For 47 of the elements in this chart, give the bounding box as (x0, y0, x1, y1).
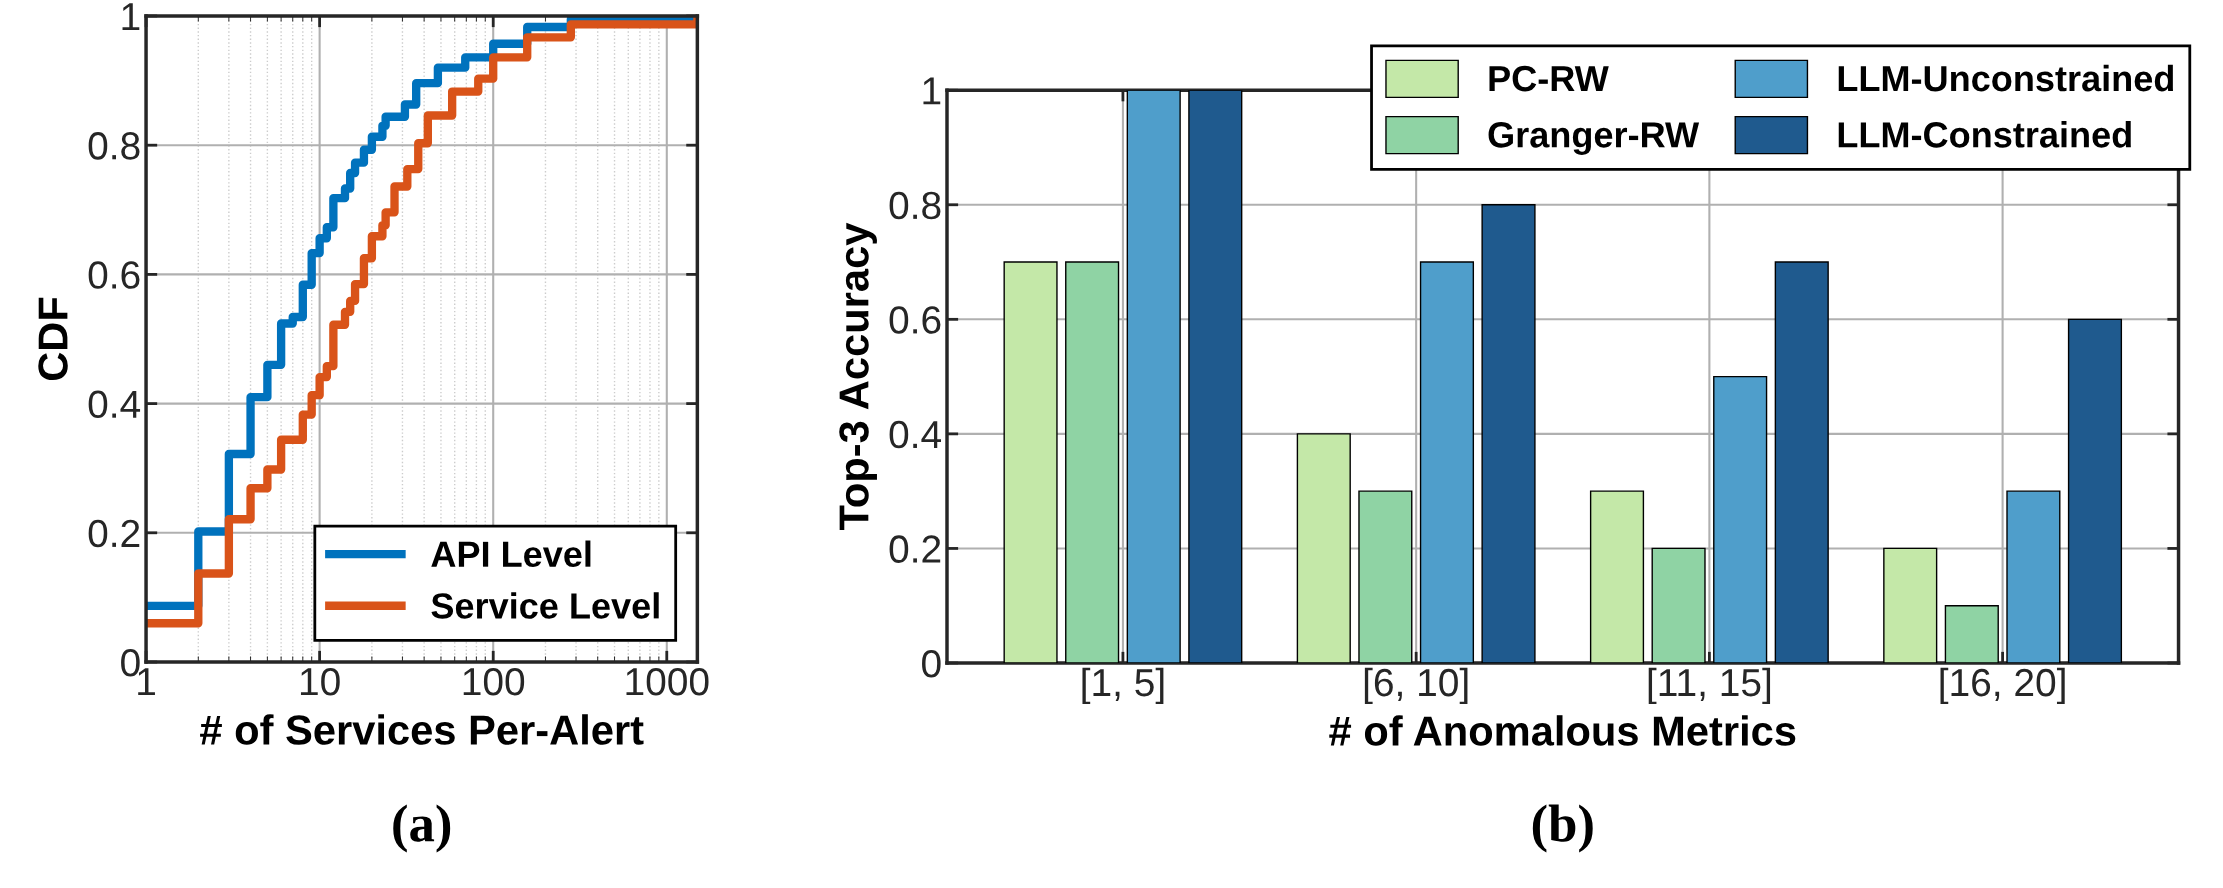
x-tick-label: [16, 20] (1940, 667, 2065, 705)
bar (1419, 261, 1475, 663)
bar (1651, 547, 1706, 663)
y-tick-label: 0.8 (88, 132, 140, 160)
y-tick-label: 0.2 (889, 535, 941, 563)
legend-label: LLM-Unconstrained (1838, 64, 2173, 92)
y-tick-label: 1 (923, 77, 941, 105)
bar (2006, 490, 2061, 663)
bar (1188, 90, 1243, 663)
y-tick-label: 0.2 (88, 519, 140, 548)
y-axis-title: CDF (38, 297, 68, 381)
y-tick-label: 0 (922, 649, 941, 678)
x-tick-label: [11, 15] (1648, 667, 1771, 705)
x-tick-label: 10 (300, 667, 340, 696)
bar (1589, 490, 1645, 663)
legend-label: PC-RW (1489, 65, 1609, 92)
bar (1774, 261, 1829, 663)
x-tick-label: 1000 (626, 667, 709, 696)
bar (1883, 547, 1938, 663)
x-tick-label: 100 (463, 667, 525, 696)
bar (1126, 90, 1181, 663)
legend-label: API Level (431, 540, 591, 568)
y-tick-label: 1 (122, 3, 140, 31)
text: (a) (393, 804, 451, 853)
text: (b) (1532, 804, 1593, 853)
x-axis-title: # of Services Per-Alert (200, 714, 644, 745)
bar (2067, 318, 2123, 663)
y-tick-label: 0.4 (889, 420, 941, 449)
bar (1713, 375, 1768, 663)
y-axis-title: Top-3 Accuracy (839, 222, 877, 531)
y-tick-label: 0.6 (889, 306, 941, 334)
x-tick-label: [1, 5] (1082, 667, 1164, 705)
x-tick-label: [6, 10] (1364, 667, 1468, 705)
bar (1296, 433, 1351, 663)
legend-label: Service Level (431, 592, 659, 619)
y-tick-label: 0.6 (88, 261, 140, 289)
bar (1944, 605, 1999, 663)
bar (1003, 261, 1058, 663)
bar (1065, 261, 1120, 663)
legend-label: LLM-Constrained (1838, 121, 2131, 148)
x-axis-title: # of Anomalous Metrics (1329, 715, 1796, 746)
y-tick-label: 0.8 (889, 191, 941, 220)
bar (1358, 490, 1413, 663)
y-tick-label: 0 (121, 648, 140, 677)
legend-label: Granger-RW (1488, 122, 1700, 155)
bar (1481, 204, 1536, 663)
y-tick-label: 0.4 (88, 390, 141, 419)
